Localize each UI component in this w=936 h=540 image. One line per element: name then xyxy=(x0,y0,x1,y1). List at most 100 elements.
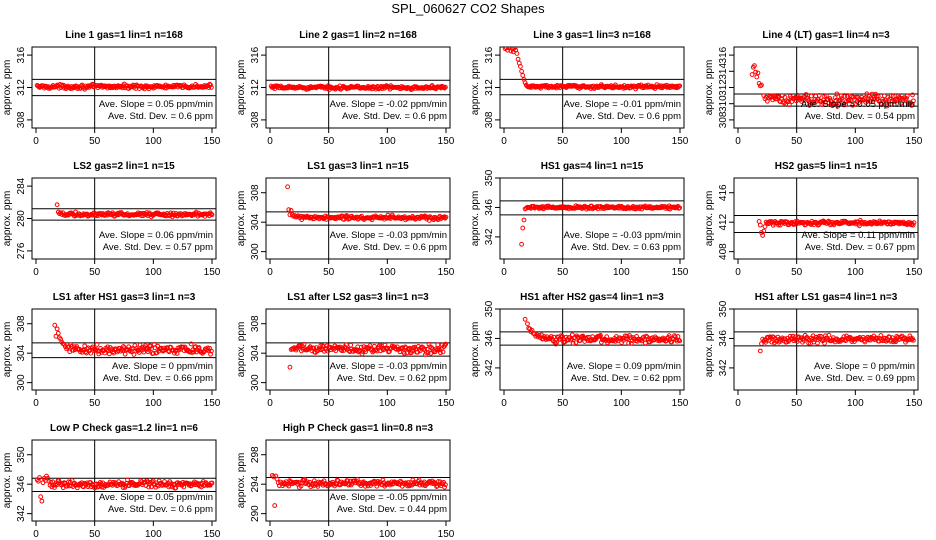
data-point xyxy=(442,85,447,91)
data-point xyxy=(677,83,683,89)
data-point xyxy=(54,326,60,332)
x-tick-label: 150 xyxy=(204,398,221,409)
y-axis-label: approx. ppm xyxy=(2,191,13,247)
y-tick-label: 308 xyxy=(718,111,729,128)
data-point xyxy=(52,485,57,490)
data-point xyxy=(749,72,755,77)
x-tick-label: 0 xyxy=(501,136,507,147)
x-tick-label: 0 xyxy=(735,398,741,409)
chart-title: LS1 after LS2 gas=3 lin=1 n=3 xyxy=(287,292,429,303)
data-point xyxy=(39,498,45,504)
data-point xyxy=(209,212,215,218)
data-point xyxy=(518,64,523,69)
data-points xyxy=(285,184,449,223)
y-tick-label: 342 xyxy=(16,505,27,522)
data-point xyxy=(851,94,856,100)
chart-panel: Line 3 gas=1 lin=3 n=168 approx. ppm 0 50 10… xyxy=(470,30,689,147)
chart-title: Line 4 (LT) gas=1 lin=4 n=3 xyxy=(762,30,890,41)
x-tick-label: 50 xyxy=(557,267,569,278)
chart-title: HS1 gas=4 lin=1 n=15 xyxy=(541,161,644,172)
annotation-text: Ave. Std. Dev. = 0.66 ppm xyxy=(103,373,213,384)
data-point xyxy=(443,341,449,347)
y-tick-label: 276 xyxy=(16,242,27,259)
x-tick-label: 150 xyxy=(204,136,221,147)
annotation-text: Ave. Std. Dev. = 0.6 ppm xyxy=(342,242,447,253)
annotation-text: Ave. Slope = 0.11 ppm/min xyxy=(802,230,915,241)
data-point xyxy=(425,350,431,355)
y-tick-label: 342 xyxy=(718,359,729,376)
data-point xyxy=(757,348,763,354)
y-tick-label: 312 xyxy=(16,79,27,96)
data-point xyxy=(522,316,528,322)
data-point xyxy=(125,477,130,483)
chart-panel: LS2 gas=2 lin=1 n=15 approx. ppm 0 50 100 150… xyxy=(2,161,221,278)
data-point xyxy=(815,340,820,346)
data-point xyxy=(176,211,181,217)
data-point xyxy=(288,208,294,213)
data-points xyxy=(269,472,448,508)
data-point xyxy=(441,84,447,90)
data-point xyxy=(382,342,388,348)
data-point xyxy=(348,342,354,348)
data-point xyxy=(440,349,446,355)
x-tick-label: 100 xyxy=(379,136,396,147)
x-tick-label: 50 xyxy=(557,398,569,409)
chart-panel: HS1 after LS1 gas=4 lin=1 n=3 approx. ppm… xyxy=(704,292,923,409)
chart-title: High P Check gas=1 lin=0.8 n=3 xyxy=(283,423,434,434)
data-point xyxy=(520,72,526,78)
annotation-text: Ave. Std. Dev. = 0.6 ppm xyxy=(576,111,681,122)
data-point xyxy=(343,342,349,348)
x-tick-label: 0 xyxy=(735,136,741,147)
data-point xyxy=(598,333,603,338)
data-point xyxy=(622,333,628,339)
data-point xyxy=(508,48,514,54)
y-tick-label: 346 xyxy=(484,330,495,347)
data-point xyxy=(362,481,367,486)
data-point xyxy=(148,484,154,490)
y-tick-label: 308 xyxy=(250,315,261,332)
annotation-text: Ave. Slope = -0.03 ppm/min xyxy=(330,361,447,372)
x-tick-label: 100 xyxy=(145,398,162,409)
y-tick-label: 294 xyxy=(250,475,261,492)
data-point xyxy=(380,477,386,483)
data-point xyxy=(794,92,800,98)
data-point xyxy=(762,337,768,343)
data-point xyxy=(286,483,292,489)
data-point xyxy=(752,63,757,69)
y-axis-label: approx. ppm xyxy=(236,191,247,247)
y-axis-label: approx. ppm xyxy=(704,60,715,116)
data-point xyxy=(297,480,303,486)
x-tick-label: 150 xyxy=(204,267,221,278)
data-point xyxy=(767,219,773,224)
annotation-text: Ave. Slope = 0.06 ppm/min xyxy=(99,230,213,241)
y-tick-label: 298 xyxy=(250,446,261,463)
data-point xyxy=(672,334,678,340)
data-point xyxy=(911,220,917,226)
data-point xyxy=(759,341,764,347)
data-points xyxy=(502,47,683,92)
x-tick-label: 150 xyxy=(672,398,689,409)
data-point xyxy=(816,92,822,98)
chart-title: Line 3 gas=1 lin=3 n=168 xyxy=(533,30,651,41)
y-tick-label: 300 xyxy=(16,374,27,391)
x-tick-label: 100 xyxy=(613,267,630,278)
data-point xyxy=(894,98,900,103)
x-tick-label: 100 xyxy=(145,136,162,147)
data-point xyxy=(809,100,815,106)
data-point xyxy=(78,347,84,353)
data-point xyxy=(443,84,448,90)
data-point xyxy=(626,340,632,346)
data-point xyxy=(755,70,761,76)
chart-panel: Low P Check gas=1.2 lin=1 n=6 approx. ppm… xyxy=(2,423,221,540)
data-point xyxy=(442,484,447,490)
data-points xyxy=(54,202,215,220)
data-point xyxy=(54,202,60,208)
x-tick-label: 150 xyxy=(906,136,923,147)
chart-panel: LS1 after LS2 gas=3 lin=1 n=3 approx. ppm… xyxy=(236,292,455,409)
x-tick-label: 50 xyxy=(791,136,803,147)
data-point xyxy=(826,332,832,338)
data-points xyxy=(757,332,916,354)
x-tick-label: 150 xyxy=(438,398,455,409)
annotation-text: Ave. Std. Dev. = 0.54 ppm xyxy=(805,111,915,122)
chart-title: LS2 gas=2 lin=1 n=15 xyxy=(73,161,175,172)
